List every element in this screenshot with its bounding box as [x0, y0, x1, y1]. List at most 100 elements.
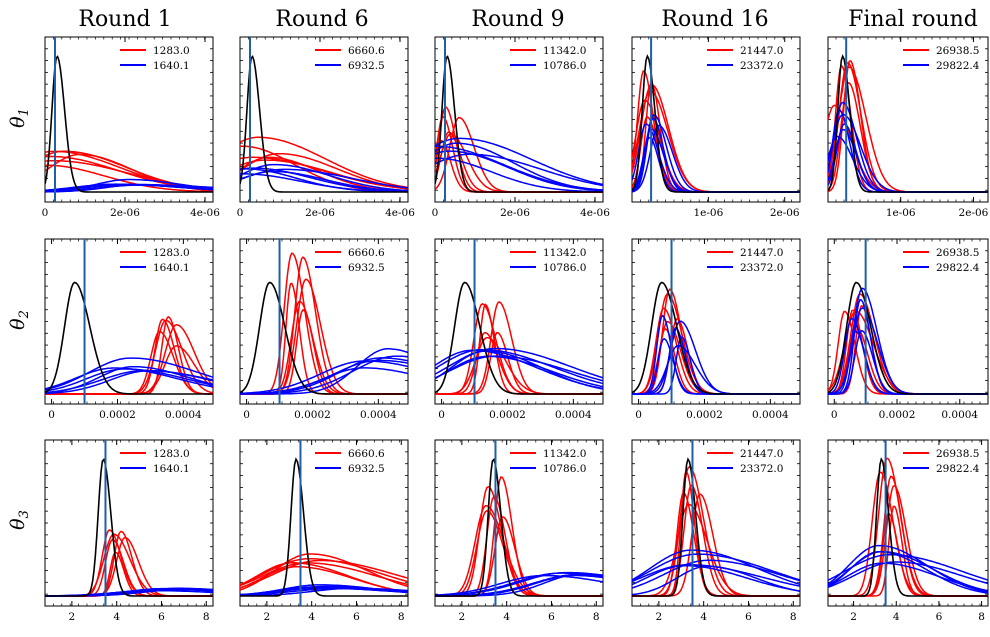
legend-label: 23372.0: [740, 60, 783, 72]
legend-label: 6932.5: [348, 262, 385, 274]
series-curve-red: [435, 332, 603, 395]
legend-label: 6660.6: [348, 448, 385, 460]
series-curve-red: [240, 256, 408, 395]
plot-area: [435, 37, 603, 202]
x-tick-label: 0.0002: [489, 409, 526, 421]
series-curve-blue: [828, 101, 988, 193]
x-tick-label: 2: [69, 611, 76, 623]
series-curve-blue: [240, 584, 408, 596]
column-title-2: Round 6: [275, 7, 368, 32]
legend-label: 29822.4: [936, 262, 980, 274]
reference-posterior: [240, 457, 408, 597]
series-curve-blue: [435, 347, 603, 379]
x-tick-label: 6: [158, 611, 165, 623]
x-tick-label: 8: [593, 611, 600, 623]
x-tick-label: 4e-06: [580, 207, 610, 219]
legend: 26938.5 29822.4: [903, 45, 980, 72]
series-curve-blue: [828, 561, 988, 589]
legend-label: 6660.6: [348, 247, 385, 259]
series-curve-blue: [828, 330, 988, 395]
x-tick-label: 0.0002: [99, 409, 136, 421]
series-curve-blue: [435, 574, 603, 596]
plot-area: [240, 239, 408, 404]
legend: 21447.0 23372.0: [707, 448, 783, 475]
series-curve-blue: [435, 571, 603, 597]
series-curve-blue: [828, 553, 988, 581]
plot-area: [435, 239, 603, 404]
x-tick-label: 0: [243, 409, 250, 421]
panel-r2-c5: 0 0.0002 0.0004 26938.5 29822.4: [827, 238, 989, 421]
legend-label: 10786.0: [543, 463, 586, 475]
legend-label: 1283.0: [153, 448, 190, 460]
x-tick-label: 0: [432, 207, 439, 219]
panel-r2-c4: 0 0.0002 0.0004 21447.0 23372.0: [631, 238, 801, 421]
legend-label: 23372.0: [740, 262, 783, 274]
series-curve-red: [435, 331, 603, 395]
x-tick-label: 0: [48, 409, 55, 421]
reference-posterior: [240, 55, 408, 193]
plot-area: [632, 440, 800, 606]
series-curve-blue: [435, 157, 603, 193]
series-curve-red: [45, 533, 213, 597]
series-curve-blue: [632, 314, 800, 395]
reference-posterior: [632, 281, 800, 395]
legend: 1283.0 1640.1: [120, 448, 190, 475]
panel-r2-c2: 0 0.0002 0.0004 6660.6 6932.5: [239, 238, 409, 421]
column-title-3: Round 9: [471, 7, 564, 32]
legend: 21447.0 23372.0: [707, 45, 783, 72]
plot-area: [632, 239, 800, 404]
legend-label: 21447.0: [740, 247, 783, 259]
panels: 0 2e-06 4e-06 1283.0 1640.1 0 2e-06 4e-06 6660.6…: [42, 36, 989, 623]
panel-r2-c1: 0 0.0002 0.0004 1283.0 1640.1: [44, 238, 214, 421]
legend-label: 10786.0: [543, 262, 586, 274]
x-tick-label: 0.0004: [555, 409, 592, 421]
x-tick-label: 2: [459, 611, 466, 623]
x-tick-label: 8: [978, 611, 985, 623]
x-tick-label: 2e-06: [110, 207, 140, 219]
reference-posterior: [435, 55, 603, 193]
series-curve-blue: [435, 145, 603, 191]
column-title-5: Final round: [848, 7, 978, 32]
row-label-theta2: θ2: [7, 310, 32, 330]
legend: 26938.5 29822.4: [903, 247, 980, 274]
plot-area: [45, 440, 213, 606]
x-tick-label: 2e-06: [500, 207, 530, 219]
series-curve-blue: [45, 357, 213, 391]
legend-label: 23372.0: [740, 463, 783, 475]
panel-r1-c3: 0 2e-06 4e-06 11342.0 10786.0: [432, 36, 610, 219]
series-curve-blue: [435, 350, 603, 390]
reference-posterior: [45, 458, 213, 597]
column-titles: Round 1 Round 6 Round 9 Round 16 Final r…: [78, 7, 978, 32]
x-tick-label: 0.0002: [686, 409, 723, 421]
x-tick-label: 2e-06: [305, 207, 335, 219]
x-tick-label: 1e-06: [693, 207, 723, 219]
panel-r3-c3: 2 4 6 8 11342.0 10786.0: [434, 439, 604, 623]
legend-label: 6932.5: [348, 60, 385, 72]
legend-label: 11342.0: [543, 448, 586, 460]
series-curve-blue: [435, 153, 603, 187]
panel-r2-c3: 0 0.0002 0.0004 11342.0 10786.0: [434, 238, 604, 421]
series-curve-blue: [435, 355, 603, 388]
legend: 11342.0 10786.0: [510, 448, 586, 475]
plot-area: [240, 37, 408, 202]
legend-label: 29822.4: [936, 60, 980, 72]
panel-r1-c4: 1e-06 2e-06 21447.0 23372.0: [631, 36, 801, 219]
series-curve-red: [240, 308, 408, 395]
x-tick-label: 4: [113, 611, 120, 623]
x-tick-label: 6: [745, 611, 752, 623]
series-curve-blue: [632, 564, 800, 592]
series-curve-blue: [240, 170, 408, 193]
plot-area: [632, 37, 800, 202]
legend-label: 1640.1: [153, 262, 190, 274]
x-tick-label: 2e-06: [959, 207, 989, 219]
series-curve-red: [632, 466, 800, 597]
panel-r1-c5: 1e-06 2e-06 26938.5 29822.4: [827, 36, 989, 219]
legend-label: 21447.0: [740, 45, 783, 57]
x-tick-label: 0.0004: [165, 409, 202, 421]
series-curve-red: [240, 562, 408, 593]
legend-label: 1283.0: [153, 247, 190, 259]
x-tick-label: 8: [398, 611, 405, 623]
reference-posterior: [632, 457, 800, 597]
x-tick-label: 0.0002: [294, 409, 331, 421]
legend: 6660.6 6932.5: [315, 448, 385, 475]
